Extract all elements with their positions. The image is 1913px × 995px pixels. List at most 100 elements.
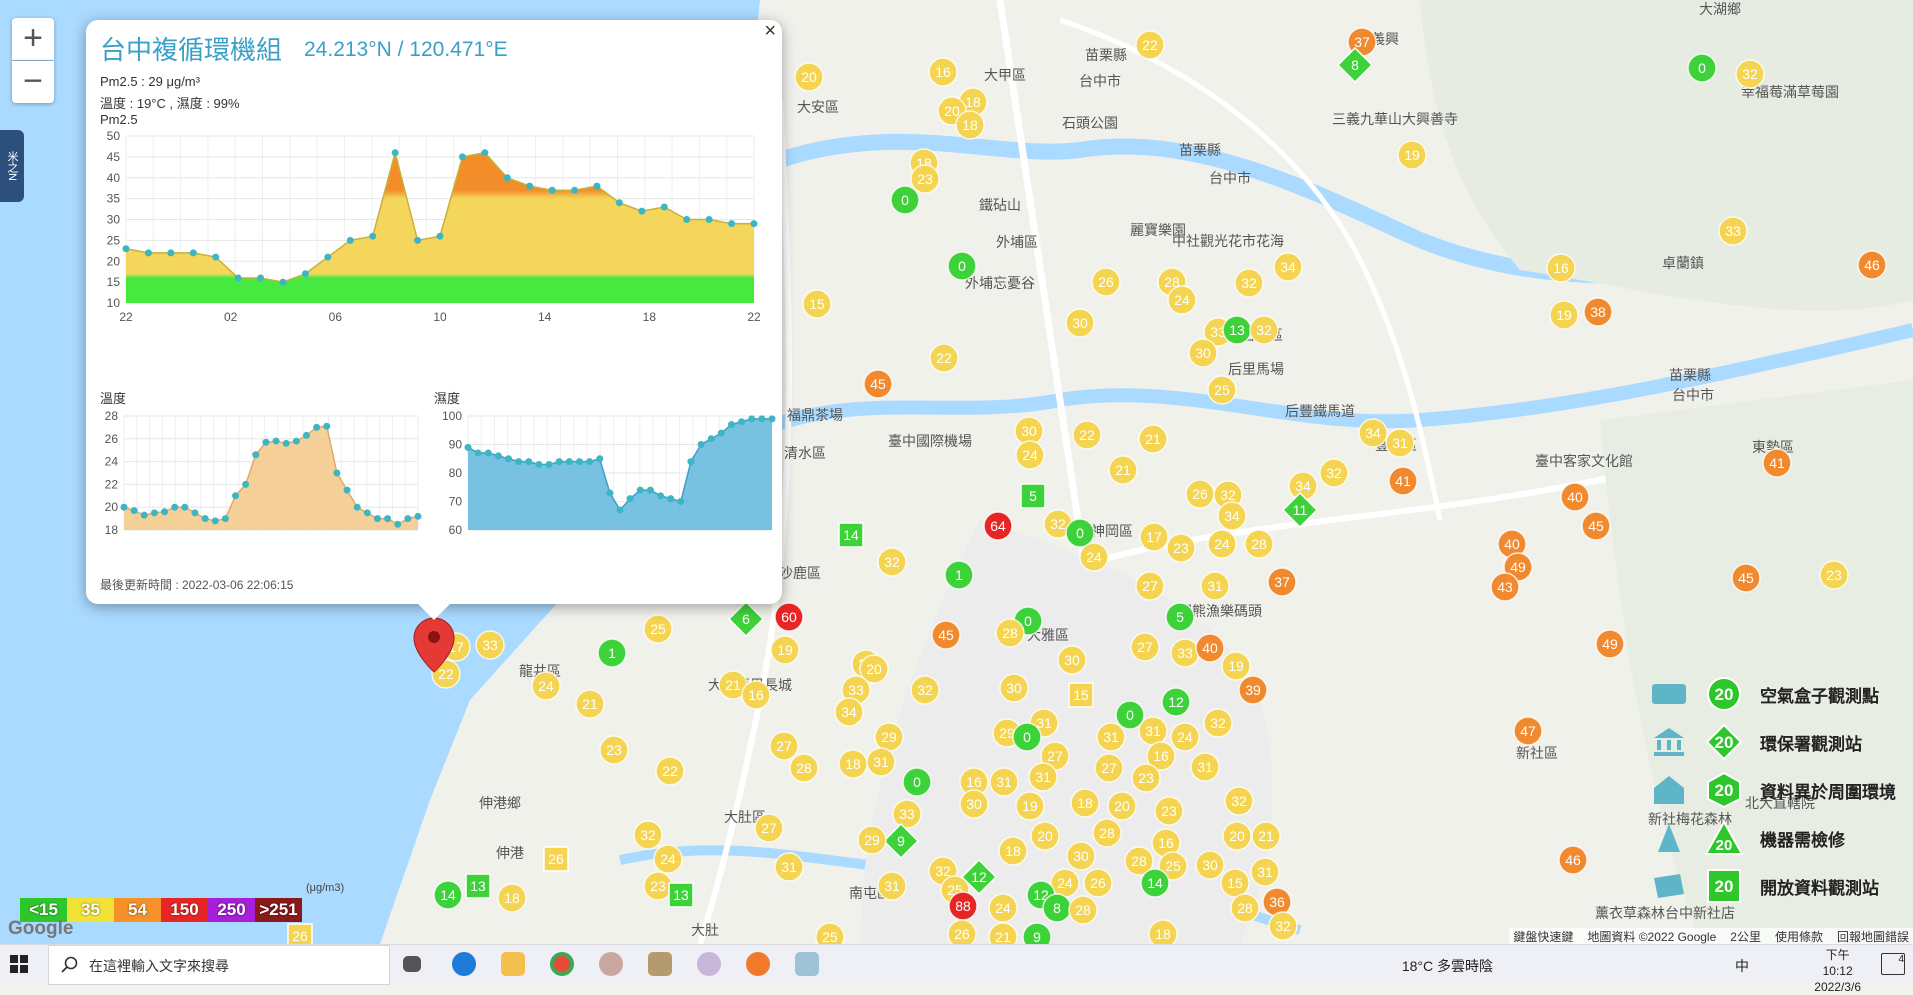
weather-widget[interactable]: 18°C 多雲時陰 — [1401, 958, 1493, 974]
sensor-marker[interactable]: 88 — [948, 891, 978, 921]
sensor-marker[interactable]: 28 — [1092, 818, 1122, 848]
sensor-marker[interactable]: 32 — [1319, 458, 1349, 488]
sensor-marker[interactable]: 34 — [1273, 252, 1303, 282]
sensor-marker[interactable]: 22 — [1072, 420, 1102, 450]
sensor-marker[interactable]: 26 — [947, 919, 977, 944]
sensor-marker[interactable]: 22 — [655, 756, 685, 786]
sensor-marker[interactable]: 24 — [531, 671, 561, 701]
sensor-marker[interactable]: 8 — [1042, 893, 1072, 923]
sensor-marker[interactable]: 18 — [838, 749, 868, 779]
sensor-marker[interactable]: 26 — [287, 923, 313, 944]
terms-link[interactable]: 使用條款 — [1774, 930, 1823, 944]
sensor-marker[interactable]: 18 — [1148, 919, 1178, 944]
taskbar-search-box[interactable]: 在這裡輸入文字來搜尋 — [48, 945, 390, 985]
sensor-marker[interactable]: 27 — [1040, 741, 1070, 771]
sensor-marker[interactable]: 24 — [1170, 722, 1200, 752]
sensor-marker[interactable]: 18 — [955, 110, 985, 140]
sensor-marker[interactable]: 24 — [1015, 440, 1045, 470]
app-blender-icon[interactable] — [746, 952, 770, 976]
sensor-marker[interactable]: 30 — [999, 673, 1029, 703]
sensor-marker[interactable]: 24 — [1207, 529, 1237, 559]
sensor-marker[interactable]: 30 — [1057, 645, 1087, 675]
sensor-marker[interactable]: 16 — [959, 767, 989, 797]
edge-browser-icon[interactable] — [452, 952, 476, 976]
sensor-marker[interactable]: 60 — [774, 602, 804, 632]
sensor-marker[interactable]: 31 — [1200, 571, 1230, 601]
popup-close-button[interactable]: × — [764, 20, 776, 42]
sensor-marker[interactable]: 32 — [1234, 268, 1264, 298]
sensor-marker[interactable]: 23 — [599, 735, 629, 765]
sensor-marker[interactable]: 34 — [834, 697, 864, 727]
sensor-marker[interactable]: 16 — [1546, 253, 1576, 283]
notification-center-icon[interactable]: 4 — [1881, 953, 1905, 975]
sensor-marker[interactable]: 32 — [633, 820, 663, 850]
sensor-marker[interactable]: 25 — [1207, 375, 1237, 405]
sensor-marker[interactable]: 12 — [1161, 687, 1191, 717]
sensor-marker[interactable]: 6 — [727, 600, 765, 638]
sensor-marker[interactable]: 33 — [475, 630, 505, 660]
sensor-marker[interactable]: 31 — [1250, 857, 1280, 887]
sensor-marker[interactable]: 37 — [1267, 567, 1297, 597]
app-snip-icon[interactable] — [697, 952, 721, 976]
sensor-marker[interactable]: 21 — [988, 922, 1018, 944]
sensor-marker[interactable]: 46 — [1857, 250, 1887, 280]
sensor-marker[interactable]: 0 — [902, 767, 932, 797]
zoom-in-button[interactable]: + — [12, 18, 54, 60]
sensor-marker[interactable]: 27 — [1094, 753, 1124, 783]
sensor-marker[interactable]: 24 — [988, 893, 1018, 923]
sensor-marker[interactable]: 24 — [1050, 868, 1080, 898]
sensor-marker[interactable]: 21 — [575, 689, 605, 719]
sensor-marker[interactable]: 30 — [1014, 416, 1044, 446]
clock[interactable]: 下午 10:12 2022/3/6 — [1814, 947, 1861, 995]
sensor-marker[interactable]: 27 — [769, 731, 799, 761]
sensor-marker[interactable]: 26 — [1091, 267, 1121, 297]
sensor-marker[interactable]: 15 — [1068, 682, 1094, 708]
keyboard-shortcuts-link[interactable]: 鍵盤快速鍵 — [1513, 930, 1574, 944]
sensor-marker[interactable]: 30 — [1066, 841, 1096, 871]
sensor-marker[interactable]: 19 — [1397, 140, 1427, 170]
map-scale[interactable]: 2公里 — [1730, 930, 1761, 944]
sensor-marker[interactable]: 28 — [1124, 846, 1154, 876]
sensor-marker[interactable]: 28 — [1244, 529, 1274, 559]
file-explorer-icon[interactable] — [501, 952, 525, 976]
sensor-marker[interactable]: 21 — [718, 670, 748, 700]
sensor-marker[interactable]: 25 — [1158, 851, 1188, 881]
sensor-marker[interactable]: 14 — [433, 880, 463, 910]
sensor-marker[interactable]: 0 — [1012, 722, 1042, 752]
sensor-marker[interactable]: 5 — [1020, 483, 1046, 509]
sensor-marker[interactable]: 34 — [1217, 501, 1247, 531]
sensor-marker[interactable]: 47 — [1513, 716, 1543, 746]
map-canvas[interactable]: 大甲區大安區外埔區后里區卓蘭鎮東勢區豐原區清水區神岡區沙鹿區龍井區大雅區新社區伸… — [0, 0, 1913, 944]
sensor-marker[interactable]: 18 — [497, 883, 527, 913]
sensor-marker[interactable]: 21 — [1251, 821, 1281, 851]
sensor-marker[interactable]: 49 — [1595, 629, 1625, 659]
sensor-marker[interactable]: 31 — [1096, 722, 1126, 752]
sensor-marker[interactable]: 20 — [859, 654, 889, 684]
sensor-marker[interactable]: 14 — [838, 522, 864, 548]
sensor-marker[interactable]: 18 — [1070, 788, 1100, 818]
sensor-marker[interactable]: 31 — [866, 747, 896, 777]
sensor-marker[interactable]: 16 — [741, 680, 771, 710]
sensor-marker[interactable]: 31 — [1028, 762, 1058, 792]
sensor-marker[interactable]: 45 — [1581, 511, 1611, 541]
sensor-marker[interactable]: 40 — [1195, 633, 1225, 663]
sensor-marker[interactable]: 64 — [983, 511, 1013, 541]
sensor-marker[interactable]: 29 — [857, 825, 887, 855]
sensor-marker[interactable]: 32 — [1043, 509, 1073, 539]
sensor-marker[interactable]: 27 — [1130, 632, 1160, 662]
sensor-marker[interactable]: 29 — [874, 722, 904, 752]
app-notes-icon[interactable] — [795, 952, 819, 976]
sensor-marker[interactable]: 0 — [1687, 53, 1717, 83]
sensor-marker[interactable]: 19 — [770, 635, 800, 665]
sensor-marker[interactable]: 23 — [1166, 533, 1196, 563]
sensor-marker[interactable]: 30 — [1195, 850, 1225, 880]
sensor-marker[interactable]: 28 — [995, 618, 1025, 648]
sensor-marker[interactable]: 33 — [1170, 638, 1200, 668]
sensor-marker[interactable]: 1 — [597, 638, 627, 668]
app-compass-icon[interactable] — [599, 952, 623, 976]
sensor-marker[interactable]: 22 — [1135, 30, 1165, 60]
sensor-marker[interactable]: 45 — [931, 620, 961, 650]
sensor-marker[interactable]: 23 — [910, 164, 940, 194]
zoom-out-button[interactable]: − — [12, 61, 54, 103]
sensor-marker[interactable]: 24 — [1079, 542, 1109, 572]
